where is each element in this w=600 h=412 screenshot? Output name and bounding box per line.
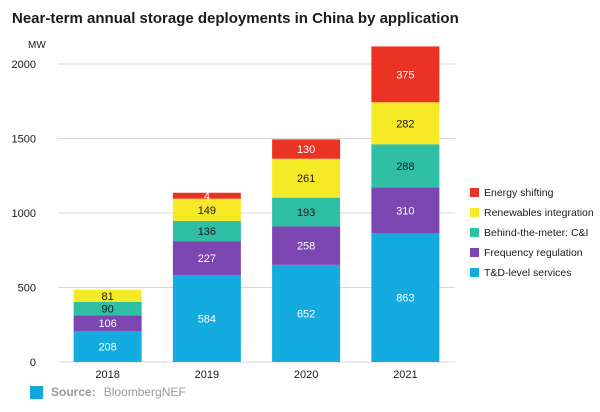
y-tick-label: 500 xyxy=(18,283,36,295)
bar-segment xyxy=(371,46,440,103)
data-label: 258 xyxy=(297,241,315,253)
y-tick-label: 2000 xyxy=(12,59,36,71)
bar-segment xyxy=(73,315,142,332)
bar-segment xyxy=(371,144,440,188)
data-label: 90 xyxy=(102,304,114,316)
legend-swatch xyxy=(470,188,479,197)
legend-label: Energy shifting xyxy=(484,187,554,199)
data-label: 136 xyxy=(198,226,216,238)
bar-segment xyxy=(73,331,142,362)
source-note: Source: BloombergNEF xyxy=(30,385,186,399)
data-label: 208 xyxy=(98,342,116,354)
bar-segment xyxy=(172,241,241,275)
bar-segment xyxy=(73,301,142,316)
bar-segment xyxy=(272,197,341,227)
x-tick-label: 2018 xyxy=(95,369,119,380)
x-tick-label: 2021 xyxy=(393,369,417,380)
bar-segment xyxy=(172,274,241,362)
data-label: 261 xyxy=(297,173,315,185)
data-label: 282 xyxy=(396,118,414,130)
data-label: 288 xyxy=(396,161,414,173)
source-prefix: Source: xyxy=(51,385,96,399)
bar-segment xyxy=(371,233,440,362)
bar-segment xyxy=(172,198,241,221)
legend-swatch xyxy=(470,248,479,257)
bar-segment xyxy=(272,158,341,198)
data-label: 310 xyxy=(396,205,414,217)
bar-segment xyxy=(371,187,440,234)
legend-swatch xyxy=(470,208,479,217)
data-label: 149 xyxy=(198,205,216,217)
y-tick-label: 0 xyxy=(30,357,36,369)
data-label: 375 xyxy=(396,69,414,81)
legend-label: Renewables integration xyxy=(484,207,594,219)
legend-swatch xyxy=(470,228,479,237)
bar-segment xyxy=(73,289,142,302)
bar-segment xyxy=(172,220,241,242)
data-label: 106 xyxy=(98,318,116,330)
source-marker-icon xyxy=(30,385,43,399)
x-tick-label: 2019 xyxy=(195,369,219,380)
bar-segment xyxy=(272,226,341,265)
legend-label: Frequency regulation xyxy=(484,247,583,259)
bar-segment xyxy=(172,192,241,199)
bar-segment xyxy=(272,139,341,159)
legend-label: Behind-the-meter: C&I xyxy=(484,227,588,239)
y-tick-label: 1500 xyxy=(12,134,36,146)
bar-segment xyxy=(272,264,341,362)
legend-label: T&D-level services xyxy=(484,267,572,279)
y-axis-label: MW xyxy=(28,40,46,51)
data-label: 863 xyxy=(396,293,414,305)
x-tick-label: 2020 xyxy=(294,369,318,380)
data-label: 4 xyxy=(204,191,210,203)
data-label: 584 xyxy=(198,313,216,325)
data-label: 193 xyxy=(297,207,315,219)
source-name: BloombergNEF xyxy=(103,385,186,399)
y-tick-label: 1000 xyxy=(12,208,36,220)
data-label: 227 xyxy=(198,253,216,265)
bar-segment xyxy=(371,102,440,145)
data-label: 652 xyxy=(297,308,315,320)
data-label: 130 xyxy=(297,144,315,156)
data-label: 81 xyxy=(102,291,114,303)
chart-title: Near-term annual storage deployments in … xyxy=(12,10,459,27)
legend-swatch xyxy=(470,268,479,277)
